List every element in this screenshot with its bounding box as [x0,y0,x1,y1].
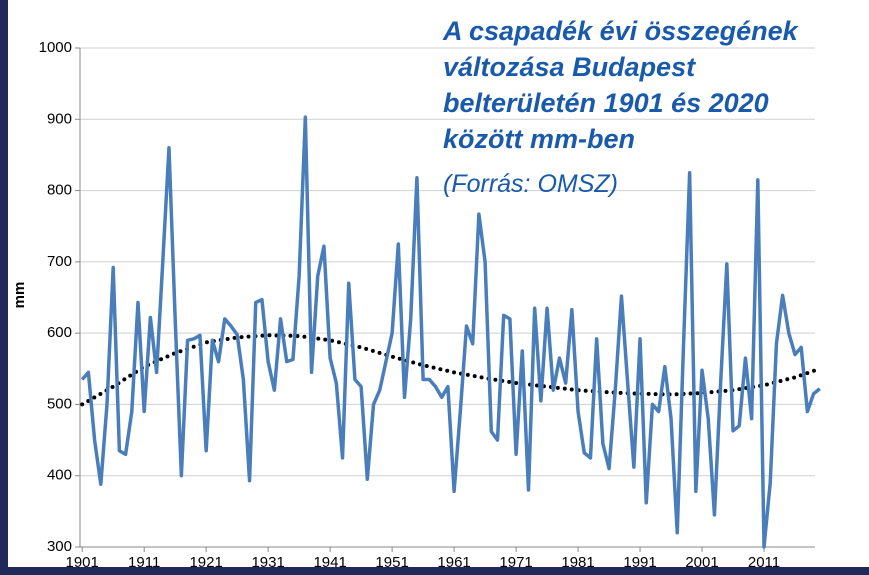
x-tick-label: 2001 [685,554,718,571]
y-tick-label: 500 [47,395,72,412]
y-tick-label: 1000 [39,39,72,56]
frame-left [0,0,8,575]
x-tick-label: 1941 [313,554,346,571]
x-tick-label: 1971 [499,554,532,571]
x-tick-label: 1981 [561,554,594,571]
chart-subtitle: (Forrás: OMSZ) [443,170,618,198]
chart-title: között mm-ben [443,124,635,154]
y-tick-label: 900 [47,110,72,127]
x-tick-label: 1911 [128,554,160,571]
x-tick-label: 1931 [251,554,284,571]
data-line [80,115,821,549]
y-tick-label: 300 [47,538,72,555]
x-tick-label: 1921 [189,554,222,571]
x-tick-label: 1901 [66,554,99,571]
x-tick-label: 1961 [437,554,470,571]
y-tick-label: 700 [47,253,72,270]
chart-title: A csapadék évi összegének [442,16,800,46]
y-tick-label: 600 [47,324,72,341]
x-tick-label: 1991 [623,554,656,571]
frame-bottom [0,567,869,575]
y-tick-label: 400 [47,467,72,484]
chart-title: belterületén 1901 és 2020 [443,88,769,118]
y-axis-label: mm [11,282,28,309]
trend-line [80,333,822,407]
y-tick-label: 800 [47,182,72,199]
chart-title: változása Budapest [443,52,696,82]
x-tick-label: 1951 [375,554,408,571]
x-tick-label: 2011 [748,554,780,571]
plot-area: 300 400 500 600 700 800 900 1000 1901 1911 1921 193… [39,39,822,571]
